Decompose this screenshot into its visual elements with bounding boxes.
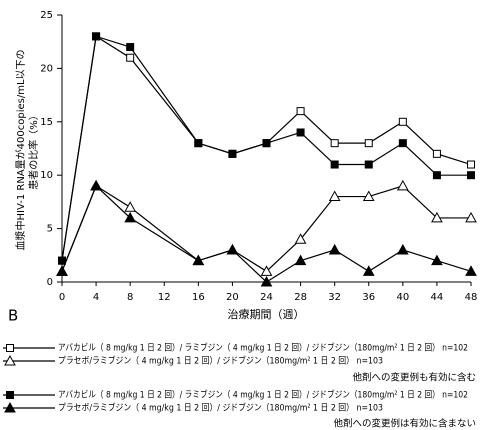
marker xyxy=(362,265,375,276)
marker xyxy=(260,265,273,276)
x-tick-label: 40 xyxy=(396,292,409,303)
marker xyxy=(296,128,305,137)
marker xyxy=(124,211,137,223)
legend-note: 他剤への変更例も有効に含む xyxy=(352,372,476,384)
marker xyxy=(398,117,407,126)
x-tick-label: 12 xyxy=(158,292,171,303)
legend-label: プラセボ/ラミブジン（ 4 mg/kg 1 日 2 回）/ ジドブジン（180m… xyxy=(58,402,383,414)
y-tick-label: 20 xyxy=(40,63,53,74)
x-tick-label: 44 xyxy=(431,292,444,303)
marker xyxy=(192,254,205,266)
series-line xyxy=(61,35,472,261)
marker xyxy=(294,254,307,266)
legend-label: アバカビル（ 8 mg/kg 1 日 2 回）/ ラミブジン（ 4 mg/kg … xyxy=(58,389,468,401)
marker xyxy=(90,179,102,191)
marker xyxy=(330,160,339,169)
marker xyxy=(396,179,409,191)
x-axis-label: 治療期間（週） xyxy=(228,307,305,321)
marker xyxy=(431,211,443,223)
marker xyxy=(432,149,441,158)
marker xyxy=(126,43,135,52)
legend-label: プラセボ/ラミブジン（ 4 mg/kg 1 日 2 回）/ ジドブジン（180m… xyxy=(58,355,383,367)
marker xyxy=(467,171,475,180)
x-tick-label: 4 xyxy=(93,292,99,303)
marker xyxy=(226,243,239,255)
x-tick-label: 8 xyxy=(127,292,133,303)
marker xyxy=(432,171,441,180)
marker xyxy=(56,265,68,276)
marker xyxy=(364,160,373,169)
x-tick-label: 48 xyxy=(465,292,478,303)
x-tick-label: 36 xyxy=(362,292,375,303)
y-tick-label: 25 xyxy=(40,10,53,21)
marker xyxy=(194,139,203,148)
panel-label: B xyxy=(8,307,18,325)
marker xyxy=(92,32,101,41)
x-tick-label: 32 xyxy=(328,292,341,303)
legend-note: 他剤への変更例は有効に含まない xyxy=(333,418,476,430)
marker xyxy=(260,275,273,287)
marker xyxy=(396,243,409,255)
legend-label: アバカビル（ 8 mg/kg 1 日 2 回）/ ラミブジン（ 4 mg/kg … xyxy=(58,342,468,354)
y-axis-label: 血漿中HIV-1 RNA量が400copies/mL以下の xyxy=(14,49,27,250)
marker xyxy=(328,243,341,255)
marker xyxy=(330,139,339,148)
series-line xyxy=(61,184,472,283)
legend-marker xyxy=(6,391,14,399)
marker xyxy=(431,254,443,266)
series-line xyxy=(61,35,471,261)
marker xyxy=(262,139,271,148)
marker xyxy=(364,139,373,148)
marker xyxy=(228,149,237,158)
marker xyxy=(294,233,307,244)
legend-marker xyxy=(4,401,16,413)
marker xyxy=(467,160,475,169)
marker xyxy=(362,190,375,202)
marker xyxy=(296,107,305,116)
marker xyxy=(124,201,137,212)
series-line xyxy=(61,184,471,273)
legend-marker xyxy=(4,354,16,366)
y-tick-label: 5 xyxy=(47,224,53,235)
x-tick-label: 28 xyxy=(294,292,307,303)
marker xyxy=(58,256,66,265)
y-axis-label: 患者の比率（%） xyxy=(27,110,40,190)
marker xyxy=(328,190,341,202)
marker xyxy=(126,53,135,62)
x-tick-label: 0 xyxy=(59,292,65,303)
y-tick-label: 15 xyxy=(40,117,53,128)
marker xyxy=(398,139,407,148)
y-tick-label: 0 xyxy=(47,277,53,288)
marker xyxy=(465,265,477,276)
y-tick-label: 10 xyxy=(40,170,53,181)
x-tick-label: 20 xyxy=(226,292,239,303)
legend-marker xyxy=(6,344,14,352)
x-tick-label: 16 xyxy=(192,292,205,303)
x-tick-label: 24 xyxy=(260,292,273,303)
marker xyxy=(465,211,477,223)
